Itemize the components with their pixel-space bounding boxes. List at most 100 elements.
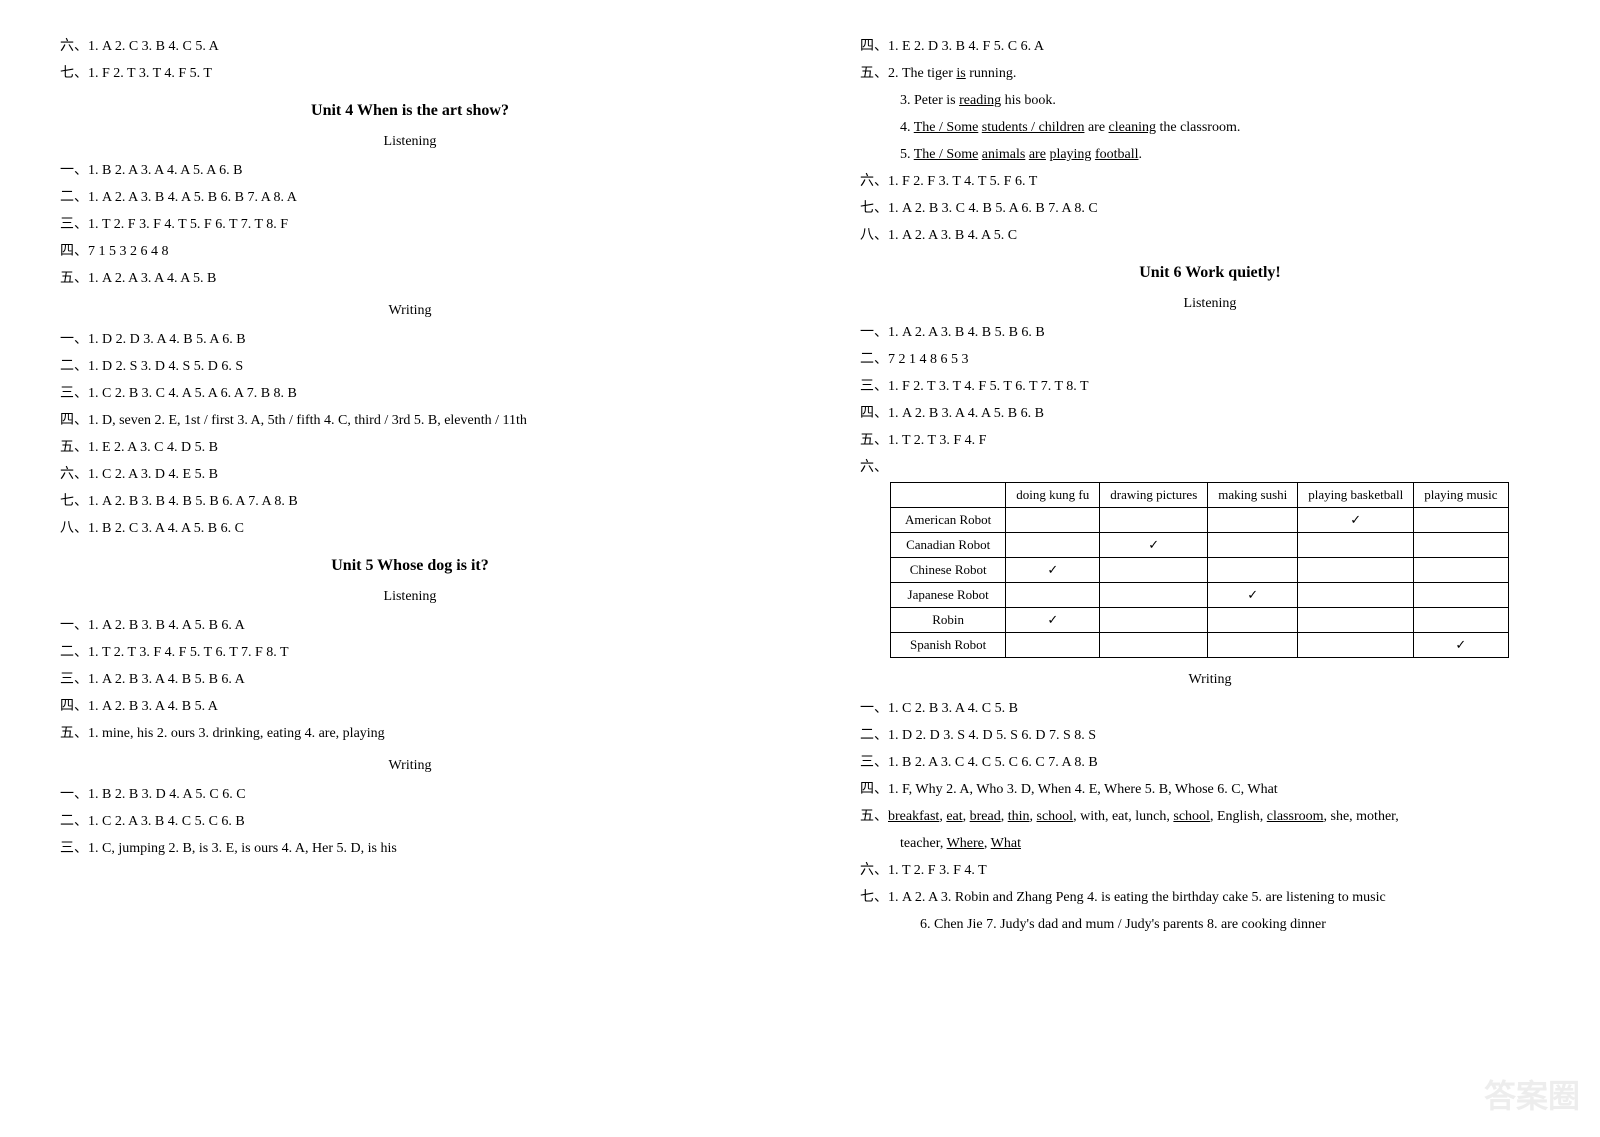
cell: ✓ bbox=[1414, 633, 1508, 658]
table-row: Spanish Robot ✓ bbox=[891, 633, 1509, 658]
table-row: Japanese Robot✓ bbox=[891, 583, 1509, 608]
writing-heading: Writing bbox=[60, 758, 760, 774]
table-row: Canadian Robot✓ bbox=[891, 533, 1509, 558]
underlined: animals bbox=[982, 147, 1026, 162]
cell bbox=[1208, 633, 1298, 658]
listening-heading: Listening bbox=[860, 296, 1560, 312]
answer-line: 八、1. B 2. C 3. A 4. A 5. B 6. C bbox=[60, 518, 760, 539]
text: the classroom. bbox=[1156, 120, 1240, 135]
cell bbox=[1414, 583, 1508, 608]
answer-line: 六、1. C 2. A 3. D 4. E 5. B bbox=[60, 464, 760, 485]
answer-line: 二、7 2 1 4 8 6 5 3 bbox=[860, 349, 1560, 370]
writing-heading: Writing bbox=[60, 303, 760, 319]
cell: ✓ bbox=[1208, 583, 1298, 608]
answer-line: 七、1. A 2. A 3. Robin and Zhang Peng 4. i… bbox=[860, 887, 1560, 908]
text: his book. bbox=[1001, 93, 1056, 108]
text: running. bbox=[966, 66, 1017, 81]
cell bbox=[1298, 608, 1414, 633]
table-header bbox=[891, 483, 1006, 508]
answer-line: 一、1. A 2. B 3. B 4. A 5. B 6. A bbox=[60, 615, 760, 636]
table-row: Robin✓ bbox=[891, 608, 1509, 633]
cell bbox=[1298, 558, 1414, 583]
answer-line: 一、1. B 2. B 3. D 4. A 5. C 6. C bbox=[60, 784, 760, 805]
cell bbox=[1100, 558, 1208, 583]
cell: Chinese Robot bbox=[891, 558, 1006, 583]
answer-line: 七、1. A 2. B 3. B 4. B 5. B 6. A 7. A 8. … bbox=[60, 491, 760, 512]
unit5-title: Unit 5 Whose dog is it? bbox=[60, 557, 760, 575]
underlined: bread bbox=[970, 809, 1001, 824]
cell: Robin bbox=[891, 608, 1006, 633]
answer-line: 三、1. F 2. T 3. T 4. F 5. T 6. T 7. T 8. … bbox=[860, 376, 1560, 397]
cell bbox=[1414, 558, 1508, 583]
answer-line: 四、1. A 2. B 3. A 4. B 5. A bbox=[60, 696, 760, 717]
listening-heading: Listening bbox=[60, 134, 760, 150]
answer-line: 四、1. E 2. D 3. B 4. F 5. C 6. A bbox=[860, 36, 1560, 57]
underlined: eat bbox=[946, 809, 962, 824]
text: 4. bbox=[900, 120, 914, 135]
answer-line: 三、1. B 2. A 3. C 4. C 5. C 6. C 7. A 8. … bbox=[860, 752, 1560, 773]
answer-line: 五、1. A 2. A 3. A 4. A 5. B bbox=[60, 268, 760, 289]
answer-line: 二、1. D 2. D 3. S 4. D 5. S 6. D 7. S 8. … bbox=[860, 725, 1560, 746]
cell bbox=[1298, 533, 1414, 558]
unit6-title: Unit 6 Work quietly! bbox=[860, 264, 1560, 282]
cell bbox=[1100, 633, 1208, 658]
cell: Spanish Robot bbox=[891, 633, 1006, 658]
answer-line: 一、1. B 2. A 3. A 4. A 5. A 6. B bbox=[60, 160, 760, 181]
listening-heading: Listening bbox=[60, 589, 760, 605]
answer-line: 一、1. A 2. A 3. B 4. B 5. B 6. B bbox=[860, 322, 1560, 343]
answer-line: teacher, Where, What bbox=[860, 833, 1560, 854]
cell: ✓ bbox=[1006, 608, 1100, 633]
underlined: is bbox=[956, 66, 965, 81]
cell bbox=[1006, 508, 1100, 533]
cell bbox=[1208, 558, 1298, 583]
underlined: school bbox=[1037, 809, 1074, 824]
answer-line: 二、1. C 2. A 3. B 4. C 5. C 6. B bbox=[60, 811, 760, 832]
text: are bbox=[1084, 120, 1108, 135]
answer-line: 六、1. T 2. F 3. F 4. T bbox=[860, 860, 1560, 881]
answer-line: 五、2. The tiger is running. bbox=[860, 63, 1560, 84]
cell bbox=[1006, 633, 1100, 658]
answer-line: 六、1. A 2. C 3. B 4. C 5. A bbox=[60, 36, 760, 57]
cell: ✓ bbox=[1006, 558, 1100, 583]
cell bbox=[1006, 533, 1100, 558]
answer-line: 四、1. F, Why 2. A, Who 3. D, When 4. E, W… bbox=[860, 779, 1560, 800]
cell bbox=[1006, 583, 1100, 608]
cell bbox=[1298, 583, 1414, 608]
underlined: What bbox=[991, 836, 1021, 851]
underlined: are bbox=[1029, 147, 1046, 162]
table-header-row: doing kung fu drawing pictures making su… bbox=[891, 483, 1509, 508]
text: , English, bbox=[1210, 809, 1267, 824]
text: 五、 bbox=[860, 809, 888, 824]
answer-line: 二、1. D 2. S 3. D 4. S 5. D 6. S bbox=[60, 356, 760, 377]
answer-line: 3. Peter is reading his book. bbox=[860, 90, 1560, 111]
answer-line: 五、1. E 2. A 3. C 4. D 5. B bbox=[60, 437, 760, 458]
answer-line: 四、1. D, seven 2. E, 1st / first 3. A, 5t… bbox=[60, 410, 760, 431]
answer-line: 四、1. A 2. B 3. A 4. A 5. B 6. B bbox=[860, 403, 1560, 424]
table-row: Chinese Robot✓ bbox=[891, 558, 1509, 583]
cell bbox=[1208, 533, 1298, 558]
underlined: breakfast bbox=[888, 809, 939, 824]
answer-line: 五、1. mine, his 2. ours 3. drinking, eati… bbox=[60, 723, 760, 744]
cell bbox=[1208, 508, 1298, 533]
cell bbox=[1100, 608, 1208, 633]
text: 五、2. The tiger bbox=[860, 66, 956, 81]
underlined: Where bbox=[947, 836, 984, 851]
answer-line: 二、1. A 2. A 3. B 4. A 5. B 6. B 7. A 8. … bbox=[60, 187, 760, 208]
underlined: cleaning bbox=[1109, 120, 1156, 135]
cell bbox=[1414, 533, 1508, 558]
table-row: American Robot✓ bbox=[891, 508, 1509, 533]
underlined: playing bbox=[1049, 147, 1091, 162]
answer-line: 三、1. A 2. B 3. A 4. B 5. B 6. A bbox=[60, 669, 760, 690]
answer-line: 4. The / Some students / children are cl… bbox=[860, 117, 1560, 138]
answer-line: 6. Chen Jie 7. Judy's dad and mum / Judy… bbox=[860, 914, 1560, 935]
text: , with, eat, lunch, bbox=[1073, 809, 1173, 824]
answer-line: 八、1. A 2. A 3. B 4. A 5. C bbox=[860, 225, 1560, 246]
cell: ✓ bbox=[1100, 533, 1208, 558]
cell bbox=[1100, 508, 1208, 533]
cell: ✓ bbox=[1298, 508, 1414, 533]
table-header: drawing pictures bbox=[1100, 483, 1208, 508]
text: teacher, bbox=[900, 836, 947, 851]
answer-line: 5. The / Some animals are playing footba… bbox=[860, 144, 1560, 165]
answer-line: 七、1. F 2. T 3. T 4. F 5. T bbox=[60, 63, 760, 84]
cell bbox=[1100, 583, 1208, 608]
